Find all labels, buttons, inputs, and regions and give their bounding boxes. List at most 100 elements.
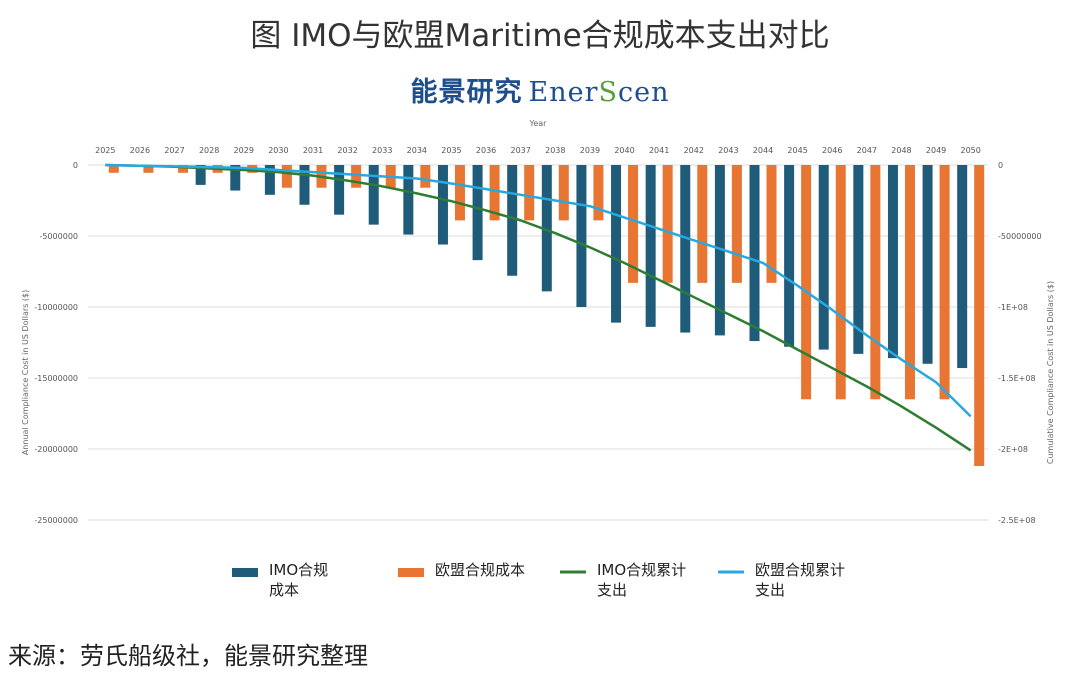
y-tick-label: 0 bbox=[73, 161, 78, 170]
eu-bar bbox=[835, 165, 846, 400]
x-tick-label: 2037 bbox=[511, 146, 531, 155]
x-tick-label: 2048 bbox=[891, 146, 911, 155]
eu-bar bbox=[662, 165, 673, 283]
logo-cn-text: 能景研究 bbox=[410, 77, 523, 108]
imo-bar bbox=[680, 165, 691, 333]
imo-bar bbox=[887, 165, 898, 359]
eu-bar bbox=[489, 165, 500, 221]
x-tick-label: 2040 bbox=[614, 146, 634, 155]
eu-bar bbox=[143, 165, 154, 173]
imo-bar bbox=[541, 165, 552, 292]
x-tick-label: 2043 bbox=[718, 146, 738, 155]
legend-label: IMO合规 bbox=[269, 561, 328, 579]
x-tick-label: 2046 bbox=[822, 146, 842, 155]
imo-bar bbox=[334, 165, 345, 215]
y-tick-label: -10000000 bbox=[34, 303, 78, 312]
x-tick-label: 2049 bbox=[926, 146, 946, 155]
y-tick-label: -25000000 bbox=[34, 516, 78, 525]
eu-bar bbox=[281, 165, 292, 188]
imo-bar bbox=[576, 165, 587, 307]
eu-bar bbox=[904, 165, 915, 400]
eu-bar bbox=[178, 165, 189, 173]
eu-bar bbox=[593, 165, 604, 221]
legend-label: 欧盟合规成本 bbox=[435, 561, 525, 579]
imo-bar bbox=[818, 165, 829, 350]
eu-bar bbox=[108, 165, 119, 173]
y2-tick-label: -1.5E+08 bbox=[998, 374, 1036, 383]
eu-bar bbox=[558, 165, 569, 221]
brand-logo: 能景研究 EnerScen bbox=[0, 70, 1080, 109]
y2-tick-label: -2.5E+08 bbox=[998, 516, 1036, 525]
legend-label-line2: 支出 bbox=[755, 581, 785, 599]
eu-bar bbox=[870, 165, 881, 400]
imo-bar bbox=[784, 165, 795, 347]
x-axis-title: Year bbox=[529, 119, 548, 128]
imo-bar bbox=[264, 165, 275, 195]
legend-label-line2: 支出 bbox=[597, 581, 627, 599]
imo-cumulative-line bbox=[105, 163, 972, 452]
imo-bar bbox=[922, 165, 933, 364]
eu-bar bbox=[628, 165, 639, 283]
x-tick-label: 2038 bbox=[545, 146, 565, 155]
imo-bar bbox=[749, 165, 760, 342]
logo-en-accent: S bbox=[598, 77, 618, 108]
y-tick-label: -15000000 bbox=[34, 374, 78, 383]
x-tick-label: 2039 bbox=[580, 146, 600, 155]
y2-tick-label: -2E+08 bbox=[998, 445, 1028, 454]
x-tick-label: 2025 bbox=[95, 146, 115, 155]
chart-title: 图 IMO与欧盟Maritime合规成本支出对比 bbox=[250, 18, 830, 54]
x-tick-label: 2035 bbox=[441, 146, 461, 155]
logo-en-text: EnerScen bbox=[529, 77, 670, 108]
imo-bar bbox=[299, 165, 310, 205]
y2-tick-label: -1E+08 bbox=[998, 303, 1028, 312]
eu-bar bbox=[454, 165, 465, 221]
x-tick-label: 2029 bbox=[234, 146, 254, 155]
imo-bar bbox=[230, 165, 241, 191]
y2-tick-label: -50000000 bbox=[998, 232, 1042, 241]
legend-label-line2: 成本 bbox=[269, 581, 299, 599]
y-axis-title: Annual Compliance Cost in US Dollars ($) bbox=[21, 290, 30, 455]
chart-canvas: 0 -5000000 -10000000 -15000000 -20000000 -250… bbox=[21, 119, 1055, 599]
legend-swatch bbox=[398, 568, 424, 577]
eu-bar bbox=[420, 165, 431, 188]
x-tick-label: 2030 bbox=[268, 146, 288, 155]
imo-bar bbox=[195, 165, 206, 185]
y-tick-label: -20000000 bbox=[34, 445, 78, 454]
legend-swatch bbox=[232, 568, 258, 577]
eu-bar bbox=[801, 165, 812, 400]
legend-label: IMO合规累计 bbox=[597, 561, 686, 579]
x-tick-label: 2026 bbox=[130, 146, 150, 155]
x-tick-label: 2031 bbox=[303, 146, 323, 155]
y2-tick-label: 0 bbox=[998, 161, 1003, 170]
legend-label: 欧盟合规累计 bbox=[755, 561, 845, 579]
eu-bar bbox=[974, 165, 985, 467]
imo-bar bbox=[472, 165, 483, 261]
eu-bar bbox=[351, 165, 362, 188]
x-tick-label: 2027 bbox=[164, 146, 184, 155]
imo-bar bbox=[437, 165, 448, 245]
imo-bar bbox=[853, 165, 864, 354]
eu-bar bbox=[731, 165, 742, 283]
logo-en-pre: Ener bbox=[528, 77, 599, 108]
source-note: 来源：劳氏船级社，能景研究整理 bbox=[8, 642, 368, 670]
x-tick-label: 2045 bbox=[787, 146, 807, 155]
eu-bar bbox=[939, 165, 950, 400]
x-tick-label: 2036 bbox=[476, 146, 496, 155]
eu-bar bbox=[697, 165, 708, 283]
imo-bar bbox=[957, 165, 968, 369]
eu-bar bbox=[766, 165, 777, 283]
y-tick-label: -5000000 bbox=[39, 232, 78, 241]
x-tick-label: 2028 bbox=[199, 146, 219, 155]
eu-cumulative-line bbox=[105, 163, 972, 418]
y2-axis-title: Cumulative Compliance Cost in US Dollars… bbox=[1046, 281, 1055, 464]
x-tick-label: 2044 bbox=[753, 146, 773, 155]
imo-bar bbox=[645, 165, 656, 327]
imo-bar bbox=[714, 165, 725, 336]
x-tick-label: 2050 bbox=[961, 146, 981, 155]
x-tick-label: 2041 bbox=[649, 146, 669, 155]
imo-bar bbox=[507, 165, 518, 276]
x-tick-label: 2032 bbox=[337, 146, 357, 155]
logo-en-post: cen bbox=[617, 77, 670, 108]
imo-bar bbox=[611, 165, 622, 323]
imo-bar bbox=[403, 165, 414, 235]
